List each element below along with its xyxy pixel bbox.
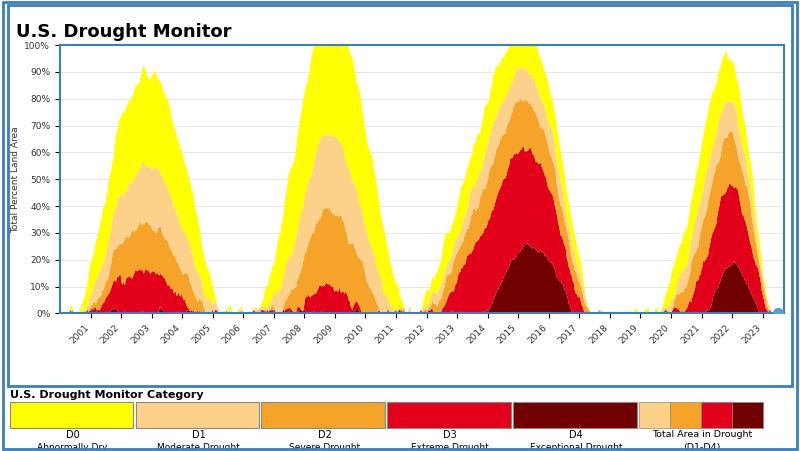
Bar	[262, 402, 385, 428]
Bar	[135, 402, 259, 428]
Text: U.S. Drought Monitor Category: U.S. Drought Monitor Category	[10, 390, 203, 400]
Text: D4: D4	[570, 430, 583, 440]
Text: Exceptional Drought: Exceptional Drought	[530, 443, 622, 451]
Text: D2: D2	[318, 430, 331, 440]
Text: Moderate Drought: Moderate Drought	[157, 443, 240, 451]
Y-axis label: Total Percent Land Area: Total Percent Land Area	[11, 126, 20, 233]
Bar	[732, 402, 763, 428]
Text: Total Area in Drought: Total Area in Drought	[652, 430, 752, 439]
Bar	[387, 402, 511, 428]
Text: Abnormally Dry: Abnormally Dry	[38, 443, 108, 451]
Text: Extreme Drought: Extreme Drought	[411, 443, 490, 451]
Bar	[10, 402, 133, 428]
Text: Severe Drought: Severe Drought	[289, 443, 360, 451]
Text: (D1-D4): (D1-D4)	[683, 443, 721, 451]
Bar	[670, 402, 701, 428]
Text: U.S. Drought Monitor: U.S. Drought Monitor	[16, 23, 231, 41]
Bar	[639, 402, 670, 428]
Bar	[701, 402, 732, 428]
Text: D0: D0	[66, 430, 79, 440]
Text: D1: D1	[192, 430, 206, 440]
Text: D3: D3	[443, 430, 458, 440]
Bar	[514, 402, 637, 428]
